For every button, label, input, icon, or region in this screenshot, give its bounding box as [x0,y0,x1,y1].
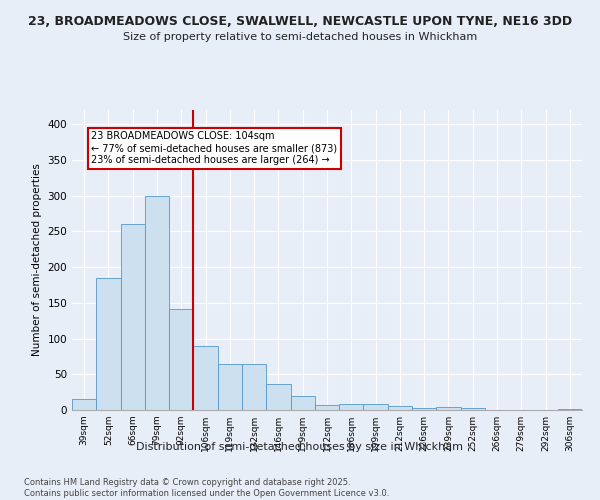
Bar [72,400,96,410]
Bar [96,278,121,410]
Text: Contains HM Land Registry data © Crown copyright and database right 2025.
Contai: Contains HM Land Registry data © Crown c… [24,478,389,498]
Y-axis label: Number of semi-detached properties: Number of semi-detached properties [32,164,42,356]
Text: 23 BROADMEADOWS CLOSE: 104sqm
← 77% of semi-detached houses are smaller (873)
23: 23 BROADMEADOWS CLOSE: 104sqm ← 77% of s… [91,132,338,164]
Bar [290,396,315,410]
Text: 23, BROADMEADOWS CLOSE, SWALWELL, NEWCASTLE UPON TYNE, NE16 3DD: 23, BROADMEADOWS CLOSE, SWALWELL, NEWCAS… [28,15,572,28]
Bar [121,224,145,410]
Bar [388,406,412,410]
Bar [218,364,242,410]
Bar [169,308,193,410]
Bar [461,408,485,410]
Bar [242,364,266,410]
Bar [558,408,582,410]
Bar [266,384,290,410]
Text: Distribution of semi-detached houses by size in Whickham: Distribution of semi-detached houses by … [137,442,464,452]
Bar [315,405,339,410]
Bar [436,407,461,410]
Bar [193,346,218,410]
Bar [145,196,169,410]
Bar [364,404,388,410]
Text: Size of property relative to semi-detached houses in Whickham: Size of property relative to semi-detach… [123,32,477,42]
Bar [339,404,364,410]
Bar [412,408,436,410]
